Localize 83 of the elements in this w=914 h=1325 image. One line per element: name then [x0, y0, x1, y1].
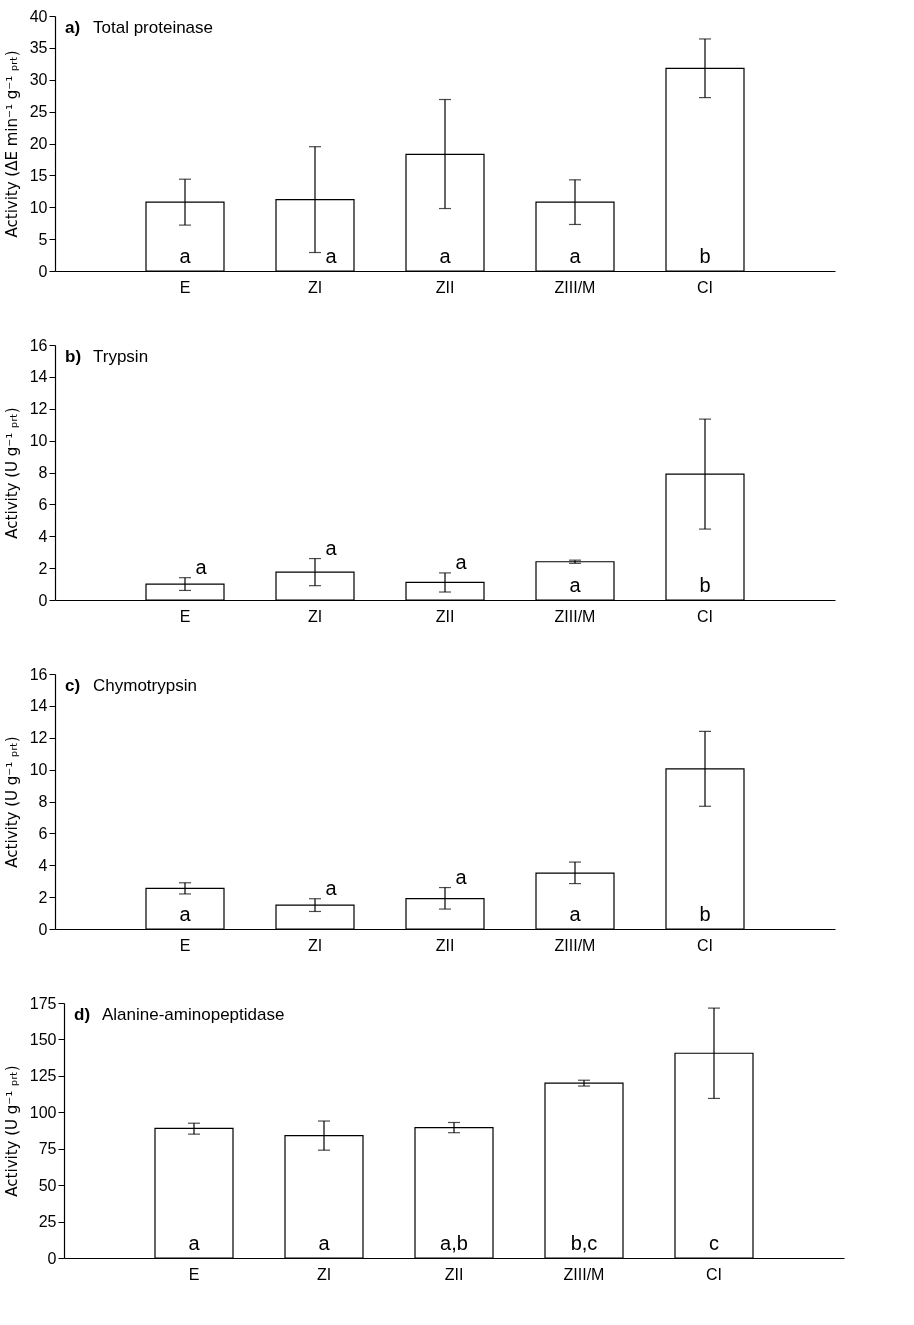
y-tick-label: 50: [38, 1176, 57, 1194]
y-tick-label: 175: [29, 994, 57, 1012]
y-tick-label: 8: [38, 464, 48, 481]
annotation: a: [455, 550, 468, 573]
annotation: b: [699, 245, 711, 268]
chart-title: d) Alanine-aminopeptidase: [74, 1005, 285, 1024]
y-tick-label: 25: [38, 1213, 57, 1231]
annotation: a: [569, 245, 582, 268]
y-tick-label: 16: [29, 336, 48, 354]
x-tick-label: CI: [706, 1265, 722, 1283]
annotation: b,c: [570, 1232, 598, 1255]
x-tick-label: ZIII/M: [554, 278, 596, 296]
annotation: a: [188, 1232, 201, 1255]
y-tick-label: 5: [38, 230, 48, 248]
y-tick-label: 100: [29, 1103, 57, 1121]
x-tick-label: ZII: [435, 278, 455, 296]
annotation: a: [179, 245, 192, 268]
y-tick-label: 12: [29, 729, 48, 747]
x-tick-label: E: [179, 278, 191, 296]
chart-title: c) Chymotrypsin: [65, 676, 197, 695]
y-tick-label: 10: [29, 432, 48, 450]
y-tick-label: 6: [38, 495, 48, 513]
y-tick-label: 20: [29, 135, 48, 152]
annotation: a: [325, 876, 338, 899]
x-tick-label: ZII: [435, 607, 455, 625]
annotation: b: [699, 903, 711, 926]
y-axis-title: Activity (U g⁻¹ ₚᵣₜ): [2, 407, 21, 539]
x-tick-label: ZII: [444, 1265, 464, 1283]
y-tick-label: 4: [38, 527, 48, 545]
y-tick-label: 10: [29, 761, 48, 779]
x-tick-label: ZIII/M: [554, 607, 596, 625]
y-tick-label: 16: [29, 665, 48, 683]
y-tick-label: 14: [29, 368, 48, 386]
x-tick-label: CI: [697, 936, 713, 954]
x-tick-label: ZIII/M: [554, 936, 596, 954]
chart-title: b) Trypsin: [65, 347, 149, 366]
y-tick-label: 75: [38, 1140, 57, 1158]
annotation: a: [179, 903, 192, 926]
y-tick-label: 150: [29, 1030, 57, 1048]
y-axis-title: Activity (U g⁻¹ ₚᵣₜ): [2, 736, 21, 868]
x-tick-label: ZII: [435, 936, 455, 954]
y-tick-label: 0: [38, 262, 48, 280]
annotation: a: [318, 1232, 331, 1255]
x-tick-label: ZI: [307, 607, 323, 625]
y-tick-label: 0: [38, 920, 48, 938]
y-tick-label: 14: [29, 697, 48, 715]
x-tick-label: E: [179, 936, 191, 954]
y-tick-label: 30: [29, 71, 48, 89]
y-tick-label: 125: [29, 1067, 57, 1085]
x-tick-label: CI: [697, 278, 713, 296]
x-tick-label: ZI: [307, 278, 323, 296]
annotation: a: [325, 245, 338, 268]
x-tick-label: ZIII/M: [563, 1265, 605, 1283]
x-tick-label: CI: [697, 607, 713, 625]
annotation: a: [325, 536, 338, 559]
y-tick-label: 35: [29, 39, 48, 57]
y-tick-label: 10: [29, 198, 48, 216]
y-tick-label: 2: [38, 888, 48, 906]
y-tick-label: 0: [47, 1249, 57, 1267]
y-tick-label: 6: [38, 824, 48, 842]
y-tick-label: 15: [29, 166, 48, 184]
annotation: a: [569, 574, 582, 597]
x-tick-label: ZI: [307, 936, 323, 954]
annotation: a: [195, 555, 208, 578]
y-tick-label: 4: [38, 856, 48, 874]
x-tick-label: E: [179, 607, 191, 625]
x-tick-label: E: [188, 1265, 200, 1283]
annotation: a: [455, 865, 468, 888]
y-tick-label: 2: [38, 559, 48, 577]
annotation: c: [709, 1232, 719, 1255]
y-tick-label: 8: [38, 793, 48, 810]
annotation: a: [569, 903, 582, 926]
y-tick-label: 0: [38, 591, 48, 609]
y-tick-label: 25: [29, 103, 48, 121]
annotation: a: [439, 245, 452, 268]
x-tick-label: ZI: [316, 1265, 332, 1283]
y-tick-label: 12: [29, 400, 48, 418]
y-axis-title: Activity (ΔE min⁻¹ g⁻¹ ₚᵣₜ): [2, 50, 21, 238]
y-axis-title: Activity (U g⁻¹ ₚᵣₜ): [2, 1065, 21, 1197]
y-tick-label: 40: [29, 7, 48, 25]
annotation: b: [699, 574, 711, 597]
chart-title: a) Total proteinase: [65, 18, 214, 37]
annotation: a,b: [440, 1232, 468, 1255]
